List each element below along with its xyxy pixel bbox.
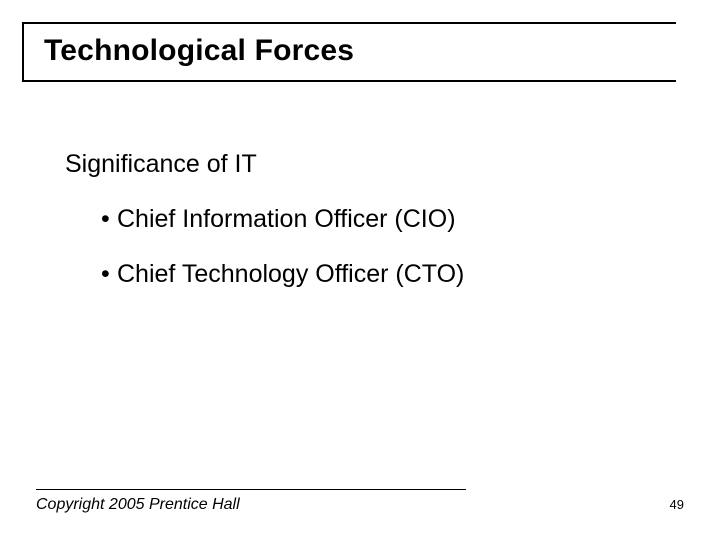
title-area: Technological Forces	[22, 22, 676, 82]
footer-content: Copyright 2005 Prentice Hall 49	[36, 496, 684, 514]
bullet-item: Chief Information Officer (CIO)	[103, 205, 660, 234]
footer-rule	[36, 489, 466, 490]
footer-area: Copyright 2005 Prentice Hall 49	[36, 489, 684, 514]
bullet-item: Chief Technology Officer (CTO)	[103, 260, 660, 289]
subheading: Significance of IT	[65, 150, 660, 179]
bullet-text: Chief Technology Officer (CTO)	[103, 260, 464, 289]
slide-container: Technological Forces Significance of IT …	[0, 0, 720, 540]
copyright-text: Copyright 2005 Prentice Hall	[36, 496, 240, 514]
title-rule-bottom	[22, 80, 676, 82]
page-number: 49	[670, 497, 684, 512]
bullet-text: Chief Information Officer (CIO)	[103, 205, 456, 234]
content-area: Significance of IT Chief Information Off…	[65, 150, 660, 315]
slide-title: Technological Forces	[44, 34, 676, 68]
title-box: Technological Forces	[22, 24, 676, 80]
